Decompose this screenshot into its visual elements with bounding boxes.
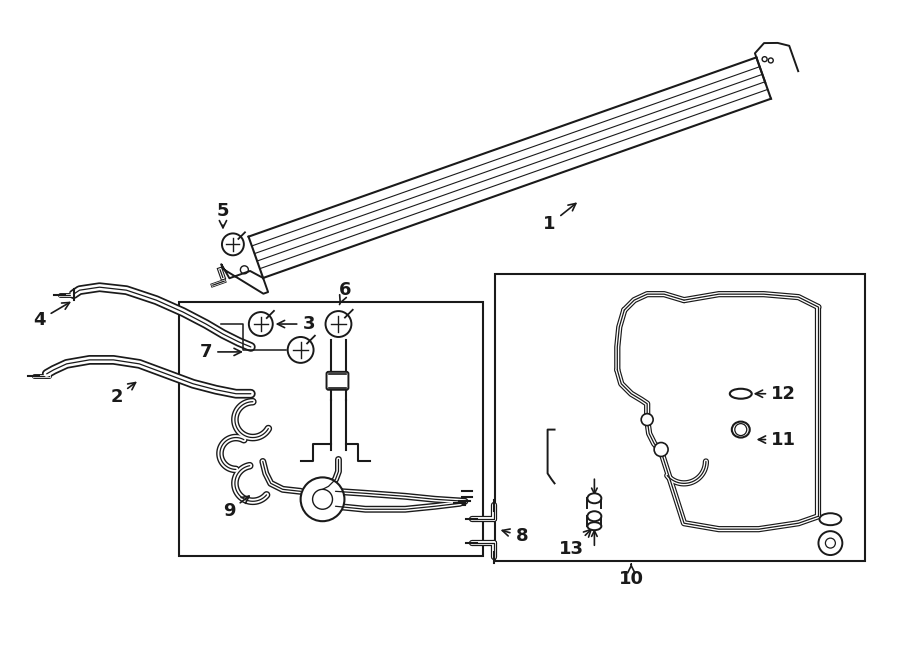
Text: 10: 10 <box>618 564 644 588</box>
Text: 9: 9 <box>222 496 249 520</box>
Text: 13: 13 <box>559 530 591 558</box>
Text: 2: 2 <box>110 383 136 406</box>
Circle shape <box>248 312 273 336</box>
Text: 3: 3 <box>277 315 315 333</box>
Circle shape <box>326 311 351 337</box>
Ellipse shape <box>732 422 750 438</box>
Circle shape <box>301 477 345 521</box>
Text: 11: 11 <box>759 430 796 449</box>
Text: 12: 12 <box>755 385 796 402</box>
Ellipse shape <box>730 389 752 399</box>
Ellipse shape <box>588 522 601 530</box>
Circle shape <box>734 424 747 436</box>
Circle shape <box>222 234 244 256</box>
Text: 4: 4 <box>33 303 69 329</box>
Circle shape <box>825 538 835 548</box>
Bar <box>495 274 865 561</box>
Text: 6: 6 <box>339 281 352 305</box>
Text: 8: 8 <box>502 527 528 545</box>
Circle shape <box>654 442 668 457</box>
Circle shape <box>288 337 313 363</box>
Circle shape <box>641 414 653 426</box>
Ellipse shape <box>588 493 601 503</box>
Ellipse shape <box>588 511 601 521</box>
Text: 5: 5 <box>217 201 230 228</box>
Bar <box>179 302 483 556</box>
Ellipse shape <box>819 513 842 525</box>
Text: 7: 7 <box>200 343 241 361</box>
Text: 1: 1 <box>544 203 576 234</box>
Circle shape <box>312 489 332 509</box>
FancyBboxPatch shape <box>327 372 348 390</box>
Circle shape <box>818 531 842 555</box>
